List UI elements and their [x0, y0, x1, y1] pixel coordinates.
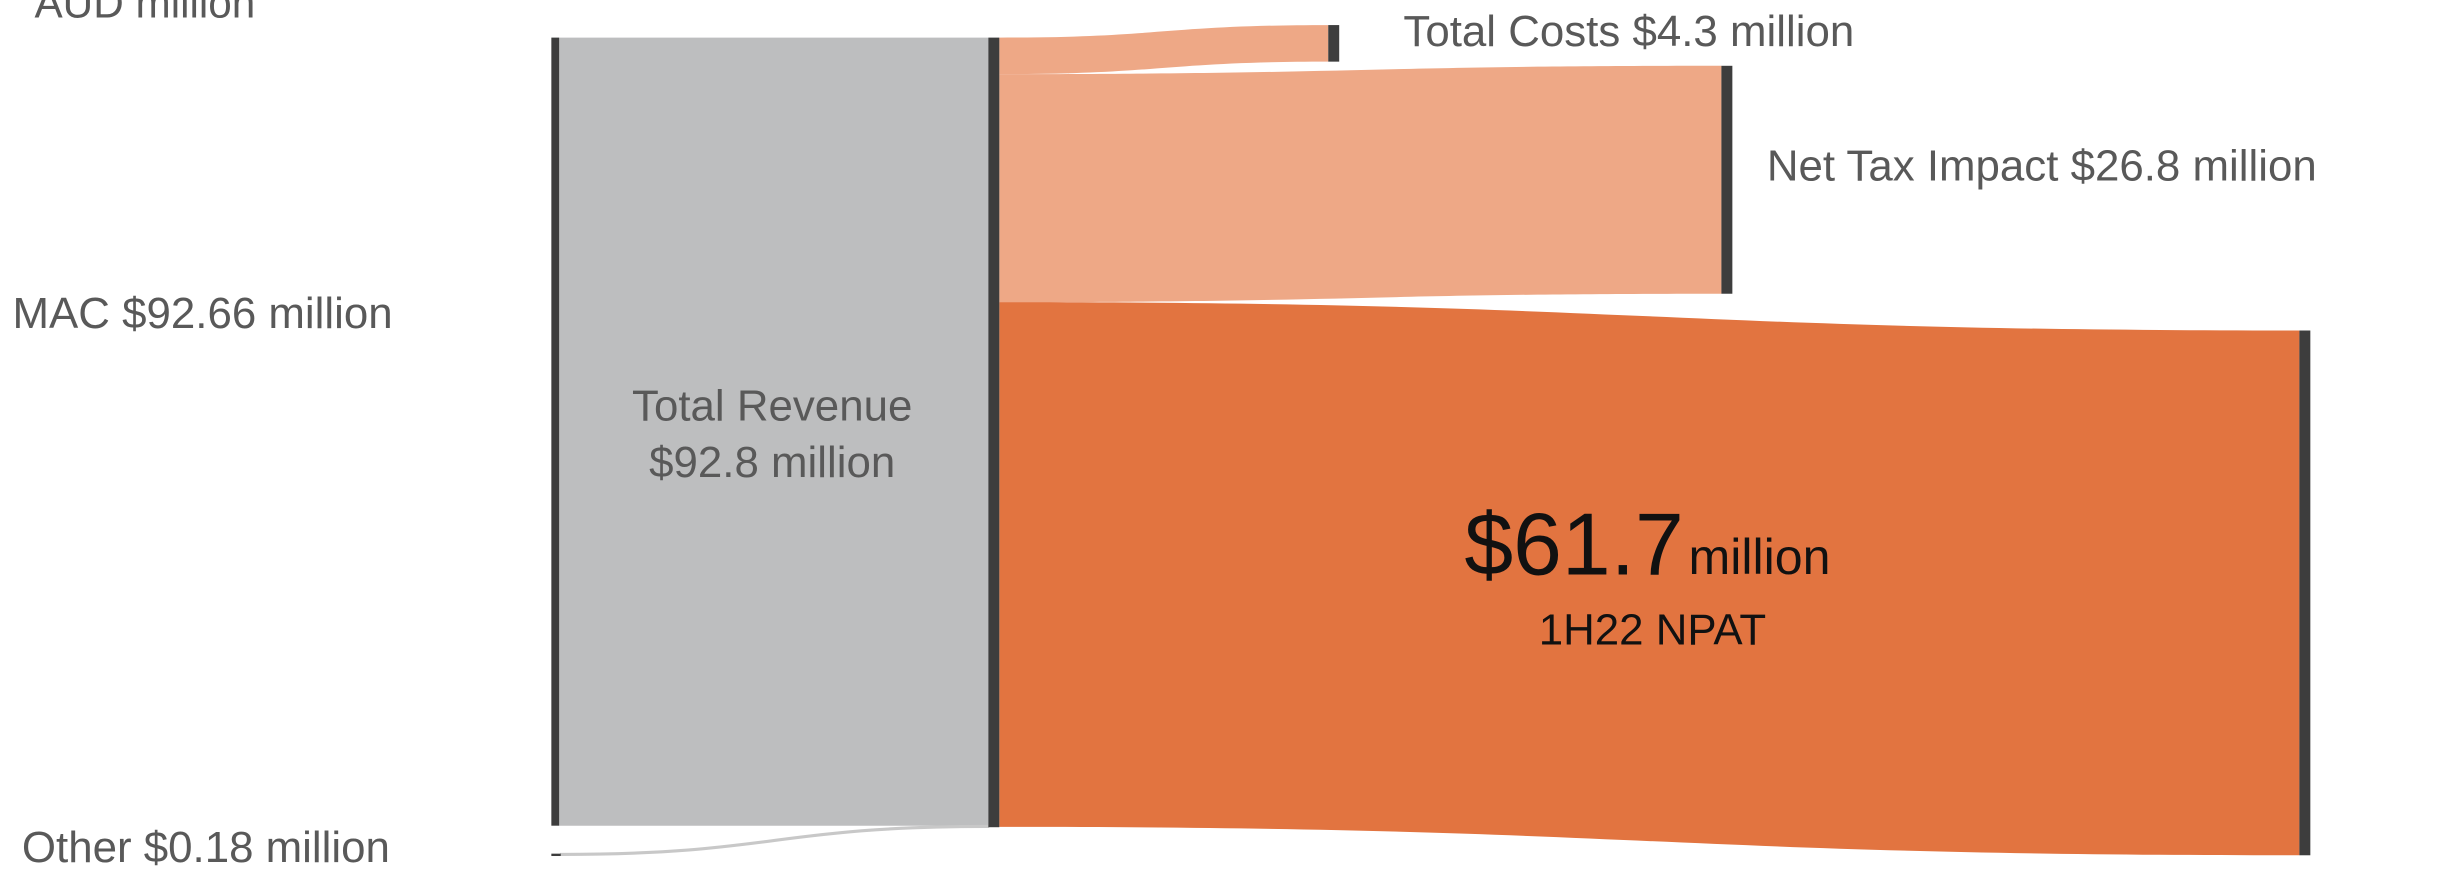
node-label: Total Costs $4.3 million — [1403, 7, 1854, 56]
node-bar — [2299, 330, 2311, 856]
node-bar — [551, 853, 561, 857]
node-sublabel: 1H22 NPAT — [1539, 605, 1766, 654]
node-value-label: $61.7 — [1464, 496, 1683, 594]
node-unit-label: million — [1689, 529, 1831, 585]
node-bar — [1328, 25, 1340, 62]
chart-title: AUD million — [34, 0, 255, 26]
node-bar — [988, 37, 1000, 828]
flow — [999, 302, 2300, 856]
flow — [559, 37, 989, 826]
node-label: Net Tax Impact $26.8 million — [1767, 142, 2317, 191]
node-label: $92.8 million — [649, 438, 895, 487]
node-label: Other $0.18 million — [22, 823, 390, 872]
node-bar — [551, 37, 560, 826]
flow — [999, 25, 1329, 75]
node-bar — [1721, 65, 1733, 294]
flow — [999, 65, 1722, 303]
node-label: Total Revenue — [632, 381, 912, 430]
flow — [559, 824, 990, 856]
node-label: MAC $92.66 million — [13, 289, 393, 338]
node-bars — [551, 25, 2311, 857]
flows — [559, 25, 2300, 856]
